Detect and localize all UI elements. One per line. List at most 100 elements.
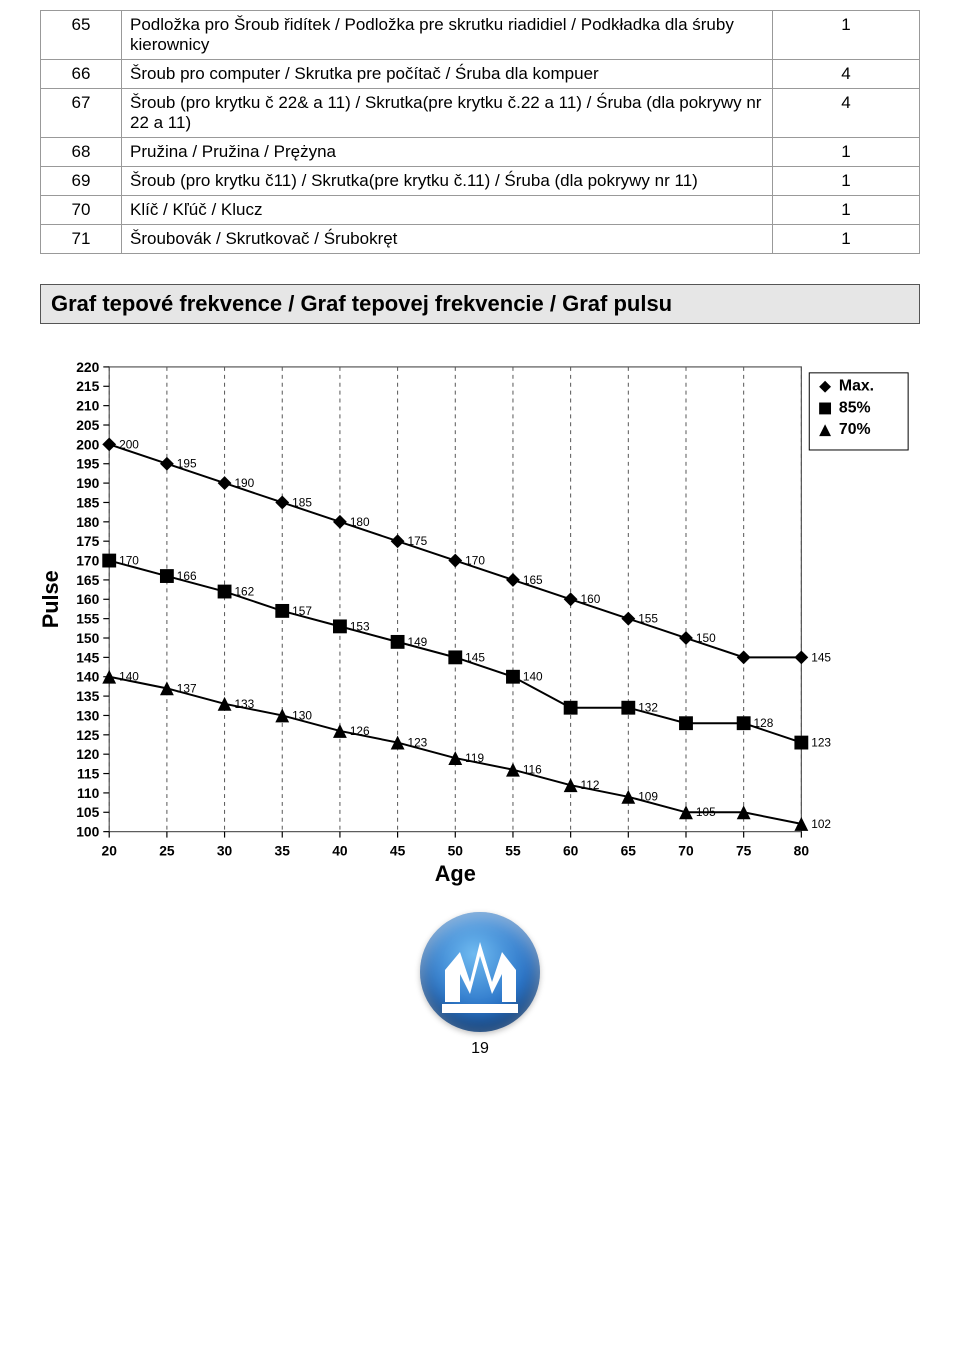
svg-text:130: 130 [76,707,99,723]
svg-text:123: 123 [407,736,427,750]
svg-text:125: 125 [76,727,99,743]
part-number: 65 [41,11,122,60]
svg-text:220: 220 [76,359,99,375]
svg-text:185: 185 [76,494,99,510]
svg-text:200: 200 [76,436,99,452]
svg-text:75: 75 [736,842,752,858]
svg-text:200: 200 [119,437,139,451]
svg-text:Max.: Max. [839,378,874,395]
svg-text:120: 120 [76,746,99,762]
part-description: Šroub (pro krytku č11) / Skrutka(pre kry… [122,167,773,196]
svg-text:137: 137 [177,681,197,695]
part-qty: 1 [773,167,920,196]
brand-logo [420,912,540,1032]
parts-table: 65Podložka pro Šroub řidítek / Podložka … [40,10,920,254]
svg-text:100: 100 [76,824,99,840]
svg-text:130: 130 [292,708,312,722]
svg-text:70: 70 [678,842,694,858]
svg-text:109: 109 [638,790,658,804]
svg-text:180: 180 [350,515,370,529]
part-number: 67 [41,89,122,138]
svg-text:205: 205 [76,417,99,433]
svg-text:132: 132 [638,701,658,715]
svg-text:40: 40 [332,842,348,858]
svg-text:160: 160 [581,592,601,606]
svg-text:215: 215 [76,378,99,394]
svg-text:116: 116 [523,763,542,777]
svg-text:165: 165 [76,572,99,588]
svg-text:175: 175 [76,533,99,549]
page-number: 19 [40,1040,920,1058]
table-row: 69Šroub (pro krytku č11) / Skrutka(pre k… [41,167,920,196]
svg-text:80: 80 [794,842,810,858]
svg-text:50: 50 [448,842,464,858]
svg-text:128: 128 [754,716,774,730]
svg-text:30: 30 [217,842,233,858]
table-row: 66Šroub pro computer / Skrutka pre počít… [41,60,920,89]
svg-text:Pulse: Pulse [40,570,63,628]
part-description: Šroubovák / Skrutkovač / Śrubokręt [122,225,773,254]
svg-text:145: 145 [465,650,485,664]
part-description: Pružina / Pružina / Prężyna [122,138,773,167]
svg-text:195: 195 [76,456,99,472]
svg-text:115: 115 [77,765,100,781]
svg-text:126: 126 [350,724,370,738]
svg-text:145: 145 [76,649,99,665]
svg-text:140: 140 [76,669,99,685]
part-description: Podložka pro Šroub řidítek / Podložka pr… [122,11,773,60]
part-qty: 1 [773,196,920,225]
svg-text:135: 135 [76,688,99,704]
section-heading: Graf tepové frekvence / Graf tepovej fre… [40,284,920,324]
svg-text:105: 105 [76,804,99,820]
part-description: Klíč / Kľúč / Klucz [122,196,773,225]
part-number: 71 [41,225,122,254]
svg-text:60: 60 [563,842,579,858]
svg-text:170: 170 [119,554,139,568]
svg-text:150: 150 [76,630,99,646]
svg-text:65: 65 [621,842,637,858]
svg-text:112: 112 [581,778,600,792]
part-qty: 1 [773,11,920,60]
part-qty: 1 [773,225,920,254]
table-row: 67Šroub (pro krytku č 22& a 11) / Skrutk… [41,89,920,138]
svg-text:25: 25 [159,842,175,858]
part-qty: 4 [773,60,920,89]
svg-text:45: 45 [390,842,406,858]
svg-text:162: 162 [234,584,254,598]
svg-text:185: 185 [292,495,312,509]
svg-text:166: 166 [177,569,197,583]
svg-text:119: 119 [465,751,484,765]
svg-text:170: 170 [465,554,485,568]
svg-text:170: 170 [76,552,99,568]
part-qty: 1 [773,138,920,167]
svg-text:150: 150 [696,631,716,645]
pulse-chart: 2025303540455055606570758010010511011512… [40,354,920,894]
svg-text:85%: 85% [839,399,871,416]
svg-text:149: 149 [407,635,427,649]
table-row: 70Klíč / Kľúč / Klucz1 [41,196,920,225]
svg-text:140: 140 [119,670,139,684]
svg-text:123: 123 [811,736,831,750]
part-number: 68 [41,138,122,167]
part-number: 69 [41,167,122,196]
svg-text:210: 210 [76,398,99,414]
svg-text:155: 155 [76,611,99,627]
table-row: 68Pružina / Pružina / Prężyna1 [41,138,920,167]
svg-text:55: 55 [505,842,521,858]
table-row: 71Šroubovák / Skrutkovač / Śrubokręt1 [41,225,920,254]
part-number: 66 [41,60,122,89]
svg-text:195: 195 [177,457,197,471]
svg-text:165: 165 [523,573,543,587]
svg-text:180: 180 [76,514,99,530]
svg-text:155: 155 [638,612,658,626]
svg-text:133: 133 [234,697,254,711]
svg-text:157: 157 [292,604,312,618]
svg-text:110: 110 [77,785,100,801]
part-number: 70 [41,196,122,225]
svg-text:20: 20 [102,842,118,858]
part-description: Šroub pro computer / Skrutka pre počítač… [122,60,773,89]
svg-text:190: 190 [76,475,99,491]
svg-text:175: 175 [407,534,427,548]
svg-text:160: 160 [76,591,99,607]
svg-text:105: 105 [696,805,716,819]
